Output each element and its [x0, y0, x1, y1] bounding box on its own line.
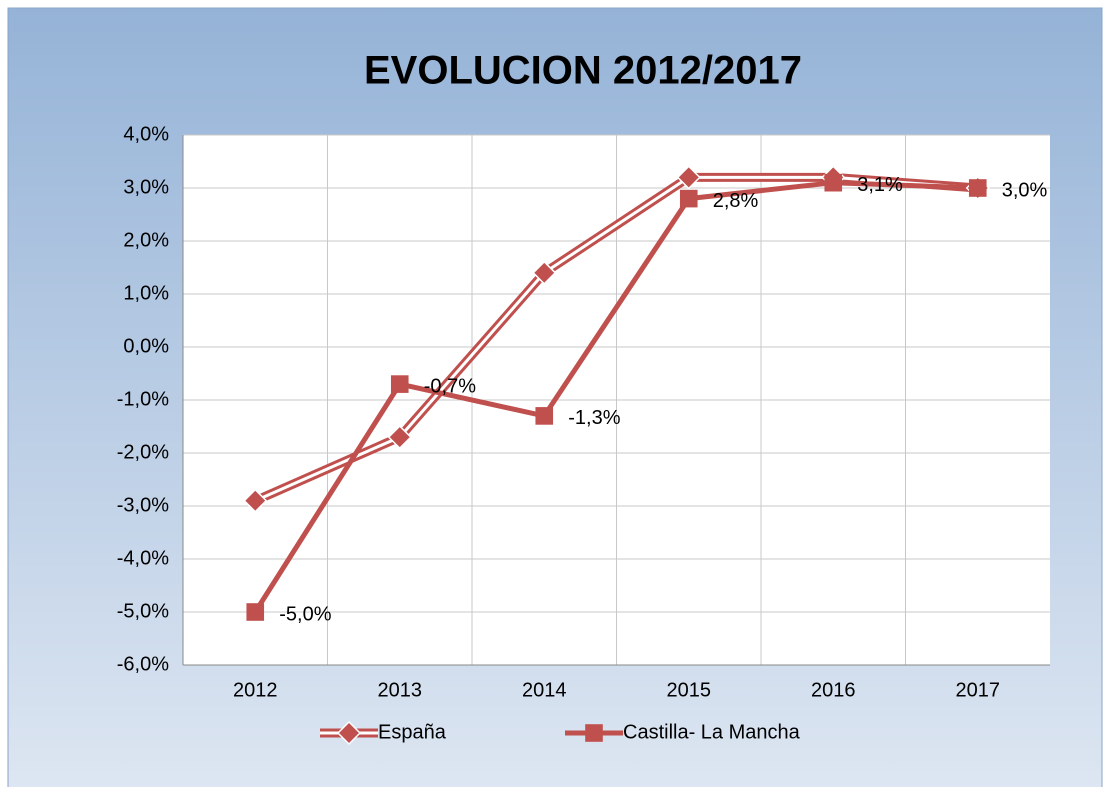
y-tick-label: -5,0% [117, 600, 169, 622]
data-label: 2,8% [713, 190, 759, 212]
data-label: 3,1% [857, 174, 903, 196]
marker [535, 407, 554, 425]
y-tick-label: 0,0% [123, 335, 169, 357]
marker [676, 165, 701, 190]
marker [243, 488, 268, 513]
y-tick-label: -3,0% [117, 494, 169, 516]
y-tick-label: 4,0% [123, 123, 169, 145]
y-tick-label: 3,0% [123, 176, 169, 198]
y-tick-label: 2,0% [123, 229, 169, 251]
data-label: -5,0% [279, 603, 331, 625]
y-tick-label: 1,0% [123, 282, 169, 304]
data-label: -1,3% [568, 407, 620, 429]
data-label: -0,7% [424, 375, 476, 397]
x-tick-label: 2012 [233, 679, 278, 701]
marker [387, 425, 412, 450]
marker [390, 375, 409, 393]
marker [532, 260, 557, 285]
x-tick-label: 2015 [667, 679, 712, 701]
y-tick-label: -6,0% [117, 653, 169, 675]
legend-marker [585, 724, 603, 742]
marker [824, 173, 843, 192]
legend-marker [336, 720, 362, 746]
x-tick-label: 2014 [522, 679, 567, 701]
y-tick-label: -4,0% [117, 547, 169, 569]
x-tick-label: 2016 [811, 679, 856, 701]
y-tick-label: -1,0% [117, 388, 169, 410]
marker [968, 179, 987, 197]
y-tick-label: -2,0% [117, 441, 169, 463]
marker [246, 603, 265, 621]
line-inner [254, 175, 978, 503]
data-label: 3,0% [1002, 179, 1048, 201]
chart-title: EVOLUCION 2012/2017 [364, 49, 802, 93]
x-tick-label: 2013 [378, 679, 423, 701]
legend-label: España [378, 721, 447, 743]
marker [679, 189, 698, 208]
x-tick-label: 2017 [956, 679, 1001, 701]
legend-label: Castilla- La Mancha [623, 721, 801, 743]
line [253, 180, 978, 614]
